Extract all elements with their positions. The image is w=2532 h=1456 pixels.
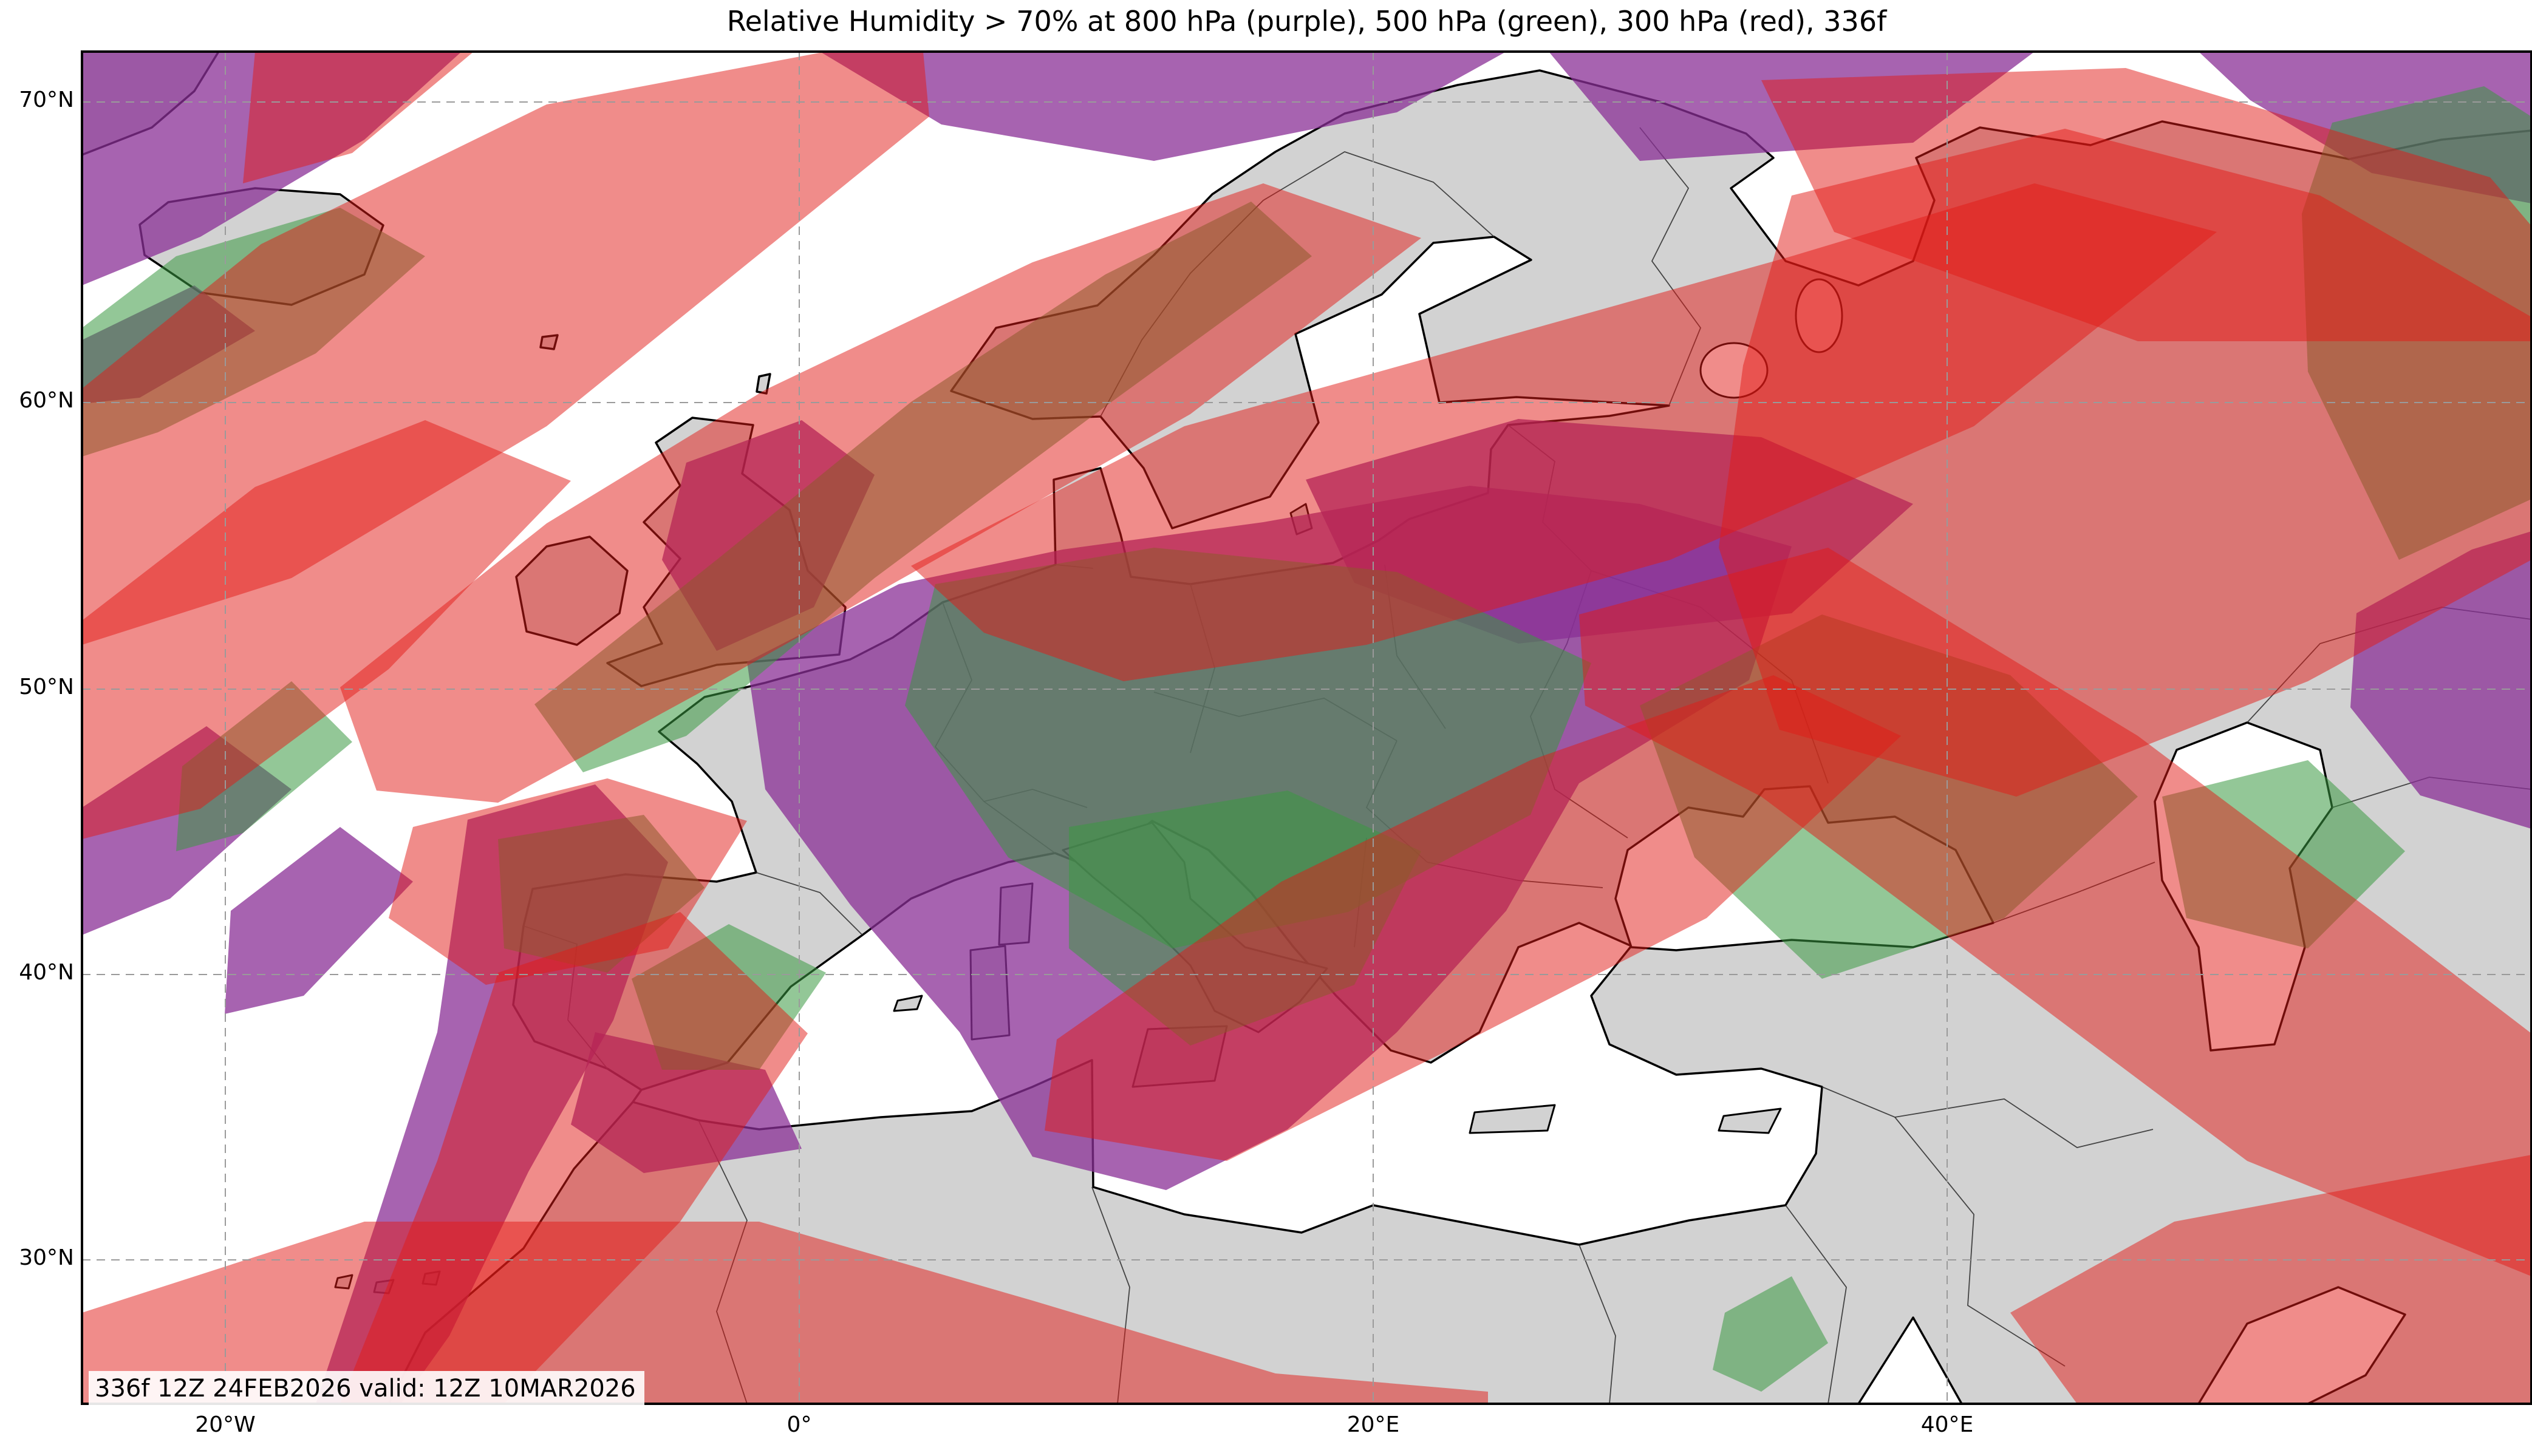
rh-800hpa-purple-layer-region-3 — [820, 52, 1506, 161]
rh-300hpa-red-layer-region-2 — [243, 52, 474, 183]
y-axis-tick-label-50°N: 50°N — [19, 675, 74, 699]
plot-frame — [81, 50, 2532, 1405]
cyprus — [1718, 1107, 1782, 1134]
x-axis-tick-label-40°E: 40°E — [1920, 1412, 1974, 1437]
rh-300hpa-red-layer-region-11 — [340, 912, 808, 1404]
rh-800hpa-purple-layer-region-13 — [225, 827, 413, 1014]
x-axis-tick-label-0°: 0° — [787, 1412, 812, 1437]
border-pyrenees — [756, 872, 863, 936]
rh-300hpa-red-layer — [82, 52, 2531, 1404]
rh-300hpa-red-layer-region-4 — [340, 183, 1421, 803]
border-egypt-levant — [1785, 1205, 1847, 1404]
y-axis-tick-label-70°N: 70°N — [19, 87, 74, 112]
graticule-layer — [82, 52, 2531, 1404]
y-axis-tick-label-40°N: 40°N — [19, 960, 74, 985]
chart-title: Relative Humidity > 70% at 800 hPa (purp… — [726, 5, 1887, 38]
x-axis-tick-label-20°W: 20°W — [195, 1412, 256, 1437]
rh-300hpa-red-layer-region-3 — [82, 420, 571, 839]
rh-300hpa-red-layer-region-12 — [389, 778, 747, 985]
rh-300hpa-red-layer-region-13 — [2010, 1155, 2531, 1404]
y-axis-tick-label-30°N: 30°N — [19, 1245, 74, 1270]
rh-500hpa-green-layer-region-9 — [1713, 1276, 1828, 1392]
rh-300hpa-red-layer-region-9 — [1045, 675, 1901, 1161]
border-libya-egypt — [1578, 1244, 1616, 1404]
x-axis-tick-label-20°E: 20°E — [1346, 1412, 1400, 1437]
balearic-islands — [893, 995, 923, 1012]
crete — [1469, 1104, 1556, 1134]
red-sea — [1857, 1316, 1963, 1404]
border-turkey-syria-iraq — [1821, 1086, 2154, 1148]
forecast-annotation: 336f 12Z 24FEB2026 valid: 12Z 10MAR2026 — [89, 1371, 644, 1407]
y-axis-tick-label-60°N: 60°N — [19, 388, 74, 413]
plot-area — [82, 52, 2531, 1404]
